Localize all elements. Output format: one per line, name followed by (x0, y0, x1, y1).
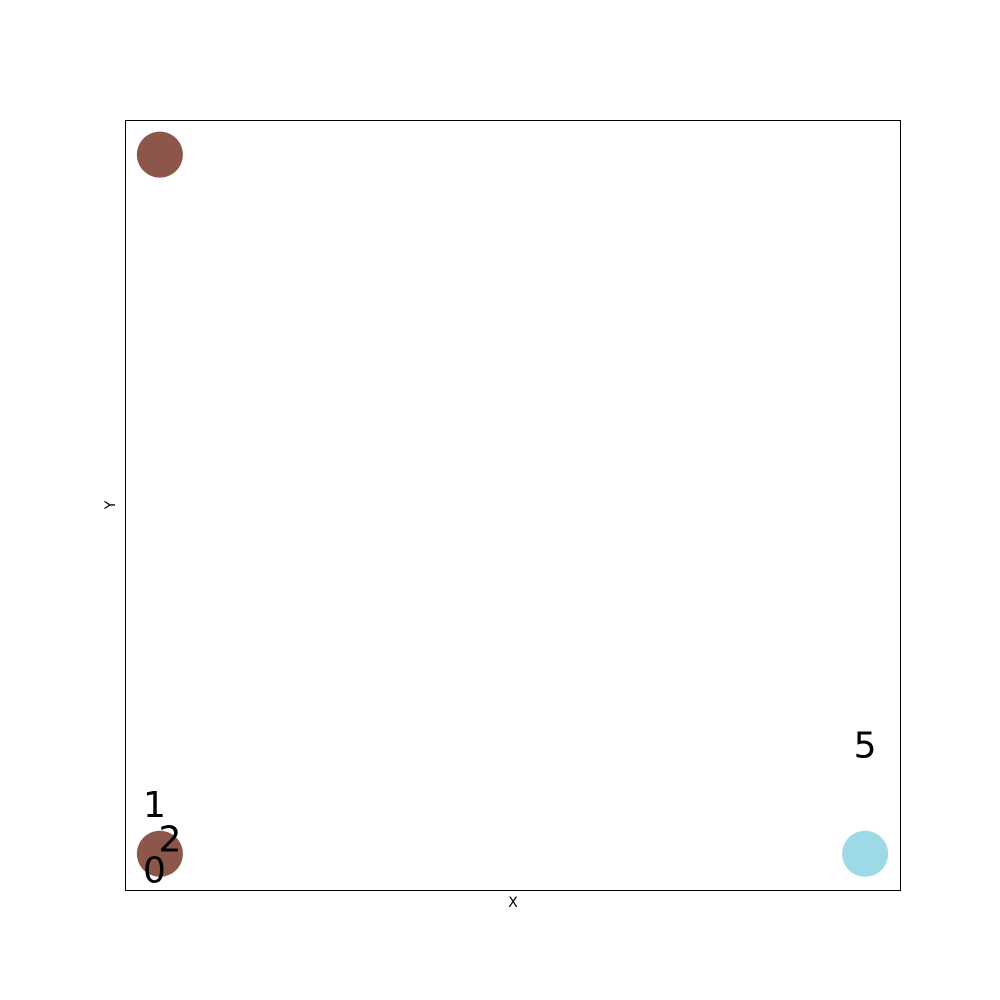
annotations-layer: 120 5 (143, 726, 877, 892)
point-annotation-0: 1 (143, 785, 166, 826)
plot-area-frame (125, 120, 901, 891)
point-annotation-1: 2 (158, 819, 181, 860)
y-axis-label: Y (103, 500, 119, 510)
x-axis-label: X (508, 895, 518, 911)
point-annotation-2: 0 (143, 850, 166, 891)
point-annotation-3: 5 (854, 726, 877, 767)
marks-layer (136, 131, 889, 877)
scatter-point-1 (136, 830, 183, 877)
scatter-point-0 (136, 131, 183, 178)
scatter-point-2 (842, 830, 889, 877)
